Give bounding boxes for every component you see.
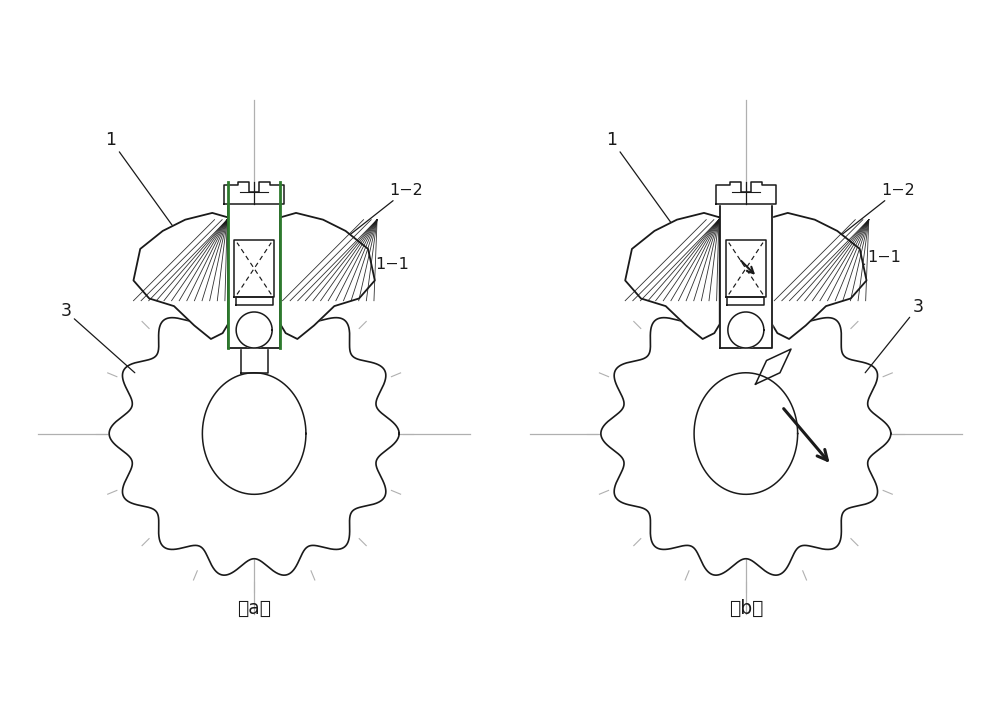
Polygon shape — [236, 312, 272, 348]
Polygon shape — [133, 213, 228, 339]
Polygon shape — [755, 349, 791, 384]
Text: 3: 3 — [865, 298, 923, 373]
Text: （b）: （b） — [729, 599, 763, 618]
Text: 1−2: 1−2 — [818, 183, 915, 254]
Polygon shape — [694, 373, 798, 495]
Polygon shape — [109, 292, 399, 576]
Polygon shape — [625, 213, 720, 339]
Polygon shape — [716, 182, 776, 204]
Text: 3: 3 — [61, 302, 135, 373]
Polygon shape — [727, 297, 764, 305]
Polygon shape — [234, 240, 274, 297]
Polygon shape — [720, 204, 772, 348]
Polygon shape — [726, 240, 766, 297]
Text: 1−1: 1−1 — [771, 250, 901, 294]
Text: 1: 1 — [106, 132, 184, 242]
Text: 1−2: 1−2 — [326, 183, 423, 254]
Polygon shape — [236, 297, 273, 305]
Text: 1−1: 1−1 — [279, 257, 410, 299]
Text: （a）: （a） — [237, 599, 271, 618]
Polygon shape — [228, 204, 280, 348]
Polygon shape — [601, 292, 891, 576]
Polygon shape — [224, 182, 284, 204]
Polygon shape — [202, 373, 306, 495]
Polygon shape — [241, 346, 268, 373]
Polygon shape — [772, 213, 867, 339]
Polygon shape — [728, 312, 764, 348]
Polygon shape — [280, 213, 375, 339]
Text: 1: 1 — [606, 132, 685, 242]
